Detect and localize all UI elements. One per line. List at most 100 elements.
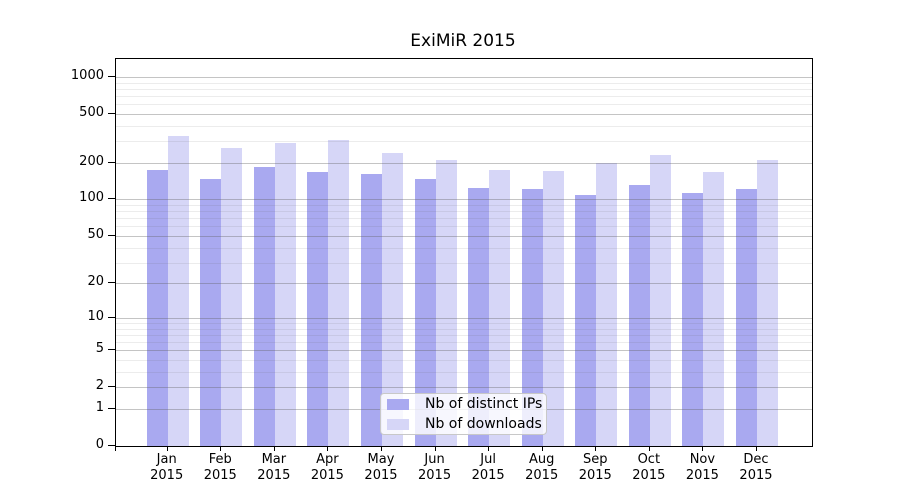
gridline-minor	[116, 371, 812, 373]
gridline-minor	[116, 247, 812, 249]
gridline-major	[116, 113, 812, 115]
x-tick-label: Jan 2015	[150, 452, 184, 483]
x-tick-mark	[702, 446, 704, 451]
gridline-minor	[116, 226, 812, 228]
y-tick-mark	[108, 386, 115, 388]
y-tick-mark	[108, 407, 115, 409]
gridline-minor	[116, 218, 812, 220]
x-tick-label: Oct 2015	[632, 452, 666, 483]
y-tick-mark	[108, 198, 115, 200]
y-tick-mark	[108, 349, 115, 351]
bar-distinct-ips-jul	[468, 187, 490, 446]
bar-downloads-dec	[756, 159, 778, 446]
bar-distinct-ips-apr	[307, 171, 329, 446]
x-tick-mark	[755, 446, 757, 451]
x-tick-label: Jul 2015	[471, 452, 505, 483]
bar-downloads-apr	[328, 139, 350, 446]
x-tick-mark	[327, 446, 329, 451]
bar-distinct-ips-feb	[200, 179, 222, 446]
gridline-minor	[116, 104, 812, 106]
x-tick-mark	[541, 446, 543, 451]
gridline-minor	[116, 88, 812, 90]
plot-area: Nb of distinct IPs Nb of downloads	[115, 58, 813, 447]
y-tick-mark	[108, 282, 115, 284]
x-tick-label: Feb 2015	[203, 452, 237, 483]
y-tick-mark	[108, 234, 115, 236]
chart-title: ExiMiR 2015	[410, 31, 516, 51]
x-tick-mark	[220, 446, 222, 451]
gridline-minor	[116, 82, 812, 84]
x-tick-label: Sep 2015	[578, 452, 612, 483]
x-tick-label: Aug 2015	[525, 452, 559, 483]
legend: Nb of distinct IPs Nb of downloads	[380, 393, 547, 435]
x-tick-mark	[273, 446, 275, 451]
legend-label-downloads: Nb of downloads	[425, 416, 542, 432]
x-tick-label: Mar 2015	[257, 452, 291, 483]
y-tick-label: 10	[87, 308, 104, 324]
legend-item-downloads: Nb of downloads	[381, 414, 546, 434]
x-tick-mark	[595, 446, 597, 451]
y-tick-label: 0	[95, 437, 104, 452]
x-tick-mark-origin	[115, 446, 116, 451]
bar-distinct-ips-jan	[146, 169, 168, 446]
y-tick-label: 1000	[70, 67, 104, 83]
bar-downloads-may	[381, 153, 403, 446]
x-tick-label: Nov 2015	[685, 452, 719, 483]
gridline-minor	[116, 323, 812, 324]
gridline-minor	[116, 211, 812, 213]
bar-downloads-nov	[703, 171, 725, 446]
gridline-minor	[116, 141, 812, 143]
x-tick-label: Dec 2015	[739, 452, 773, 483]
bar-distinct-ips-nov	[682, 193, 704, 446]
bar-distinct-ips-oct	[628, 184, 650, 446]
bar-downloads-feb	[221, 147, 243, 446]
gridline-minor	[116, 125, 812, 127]
x-tick-label: May 2015	[364, 452, 398, 483]
bar-distinct-ips-sep	[575, 195, 597, 446]
bar-downloads-oct	[649, 154, 671, 446]
bar-distinct-ips-aug	[521, 189, 543, 446]
bar-downloads-mar	[274, 142, 296, 446]
y-tick-label: 200	[79, 153, 104, 169]
gridline-major	[116, 162, 812, 164]
x-tick-mark	[488, 446, 490, 451]
bar-distinct-ips-may	[360, 173, 382, 446]
bar-downloads-aug	[542, 171, 564, 446]
gridline-minor	[116, 95, 812, 97]
y-tick-label: 100	[79, 190, 104, 206]
y-tick-mark	[108, 112, 115, 114]
gridline-minor	[116, 205, 812, 207]
gridline-minor	[116, 334, 812, 336]
x-tick-mark	[434, 446, 436, 451]
gridline-minor	[116, 360, 812, 362]
x-tick-mark	[166, 446, 168, 451]
y-tick-label: 5	[95, 341, 104, 357]
bar-downloads-sep	[596, 163, 618, 446]
bar-downloads-jul	[489, 169, 511, 446]
gridline-minor	[116, 342, 812, 344]
gridline-major	[116, 283, 812, 285]
legend-swatch-downloads	[387, 418, 409, 430]
bar-downloads-jan	[167, 135, 189, 446]
x-tick-mark	[380, 446, 382, 451]
legend-swatch-distinct-ips	[387, 398, 409, 410]
x-tick-mark	[648, 446, 650, 451]
y-tick-mark	[108, 445, 115, 446]
gridline-major	[116, 387, 812, 389]
grid-layer	[116, 59, 812, 446]
y-tick-label: 1	[95, 399, 104, 415]
y-tick-mark	[108, 75, 115, 77]
bar-distinct-ips-dec	[735, 188, 757, 446]
x-tick-label: Apr 2015	[310, 452, 344, 483]
gridline-major	[116, 317, 812, 319]
gridline-major	[116, 235, 812, 237]
bar-downloads-jun	[435, 160, 457, 446]
y-tick-mark	[108, 161, 115, 163]
x-tick-label: Jun 2015	[418, 452, 452, 483]
gridline-major	[116, 199, 812, 201]
gridline-minor	[116, 328, 812, 330]
y-tick-label: 20	[87, 274, 104, 290]
y-tick-label: 2	[95, 378, 104, 394]
bars-layer	[116, 59, 812, 446]
